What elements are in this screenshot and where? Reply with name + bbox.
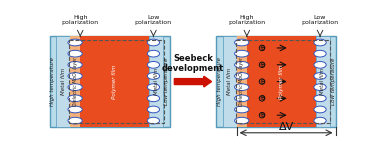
Ellipse shape (314, 84, 326, 91)
Bar (247, 36, 316, 127)
Ellipse shape (147, 39, 160, 46)
Bar (80, 36, 149, 127)
Text: ⊕: ⊕ (259, 79, 265, 85)
Text: High temperature: High temperature (217, 57, 222, 106)
Ellipse shape (68, 95, 82, 102)
Text: ⊕: ⊕ (259, 45, 265, 51)
Ellipse shape (68, 73, 82, 79)
Ellipse shape (235, 39, 249, 46)
Text: Metal film: Metal film (320, 68, 325, 95)
Text: Polymer film: Polymer film (112, 64, 117, 99)
Text: Metal film: Metal film (227, 68, 232, 95)
Ellipse shape (147, 95, 160, 102)
Ellipse shape (314, 73, 326, 79)
Ellipse shape (235, 84, 249, 91)
Bar (237, 36, 247, 127)
Ellipse shape (68, 39, 82, 46)
Text: Dielectric MoOₓ layer: Dielectric MoOₓ layer (73, 57, 77, 106)
Text: Metal film: Metal film (154, 68, 159, 95)
Ellipse shape (314, 50, 326, 57)
Text: Low
polarization: Low polarization (135, 15, 172, 25)
Bar (149, 36, 163, 127)
Text: Low temperature: Low temperature (164, 58, 169, 105)
Text: High temperature: High temperature (50, 57, 56, 106)
Ellipse shape (68, 106, 82, 113)
Ellipse shape (314, 106, 326, 113)
Ellipse shape (314, 117, 326, 124)
Ellipse shape (314, 95, 326, 102)
Ellipse shape (314, 61, 326, 68)
Ellipse shape (147, 117, 160, 124)
Ellipse shape (235, 50, 249, 57)
Bar (236, 40, 330, 123)
Bar (316, 36, 330, 127)
Ellipse shape (235, 95, 249, 102)
Text: High
polarization: High polarization (228, 15, 265, 25)
Bar (50, 36, 170, 127)
Bar (70, 36, 80, 127)
Ellipse shape (68, 117, 82, 124)
Text: ⊕: ⊕ (259, 112, 265, 118)
Text: High
polarization: High polarization (62, 15, 99, 25)
Bar (69, 40, 164, 123)
Ellipse shape (68, 61, 82, 68)
Text: Low
polarization: Low polarization (302, 15, 339, 25)
Ellipse shape (147, 50, 160, 57)
Ellipse shape (235, 106, 249, 113)
Ellipse shape (147, 61, 160, 68)
Bar (216, 36, 336, 127)
Ellipse shape (314, 39, 326, 46)
Text: Seebeck
development: Seebeck development (162, 54, 224, 73)
Ellipse shape (235, 117, 249, 124)
Text: ⊕: ⊕ (259, 62, 265, 68)
Text: ΔV: ΔV (279, 122, 294, 132)
Ellipse shape (147, 84, 160, 91)
Text: Low temperature: Low temperature (330, 58, 336, 105)
Ellipse shape (68, 84, 82, 91)
Text: Metal film: Metal film (60, 68, 66, 95)
Ellipse shape (147, 73, 160, 79)
Text: Polymer film: Polymer film (279, 64, 284, 99)
Text: Dielectric MoOₓ layer: Dielectric MoOₓ layer (239, 57, 244, 106)
Ellipse shape (235, 61, 249, 68)
Ellipse shape (147, 106, 160, 113)
Bar (223, 36, 237, 127)
Ellipse shape (68, 50, 82, 57)
Bar (56, 36, 70, 127)
Ellipse shape (235, 73, 249, 79)
Text: ⊕: ⊕ (259, 95, 265, 101)
FancyArrow shape (174, 76, 212, 87)
